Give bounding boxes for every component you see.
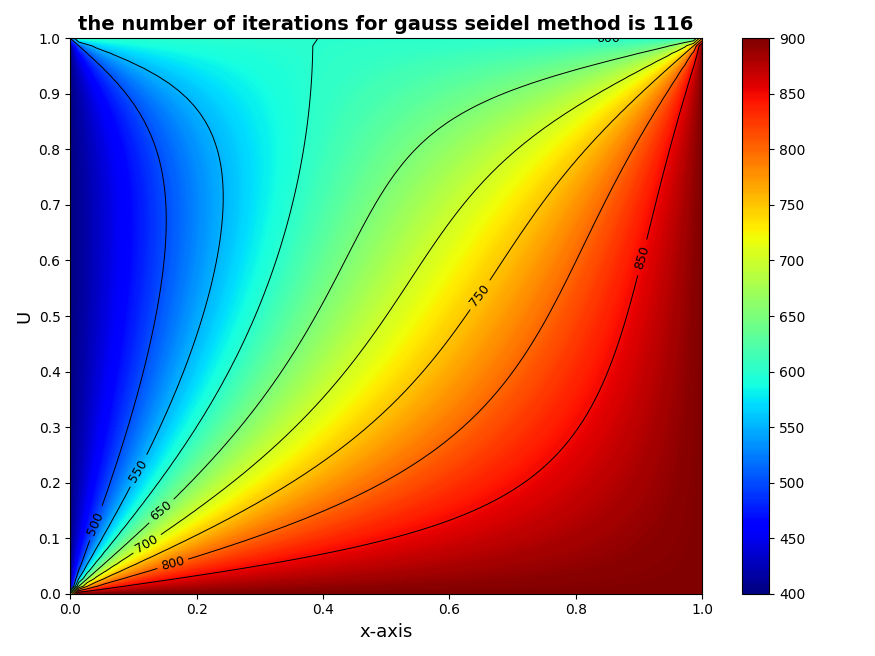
Text: 750: 750: [467, 281, 493, 308]
Text: 800: 800: [159, 554, 186, 573]
Text: 850: 850: [633, 244, 652, 271]
Title: the number of iterations for gauss seidel method is 116: the number of iterations for gauss seide…: [79, 15, 694, 34]
Text: 700: 700: [134, 532, 161, 556]
Text: 500: 500: [85, 510, 107, 537]
Y-axis label: U: U: [15, 310, 33, 323]
Text: 600: 600: [596, 32, 620, 45]
X-axis label: x-axis: x-axis: [360, 623, 413, 641]
Text: 650: 650: [148, 499, 175, 523]
Text: 550: 550: [127, 457, 150, 484]
